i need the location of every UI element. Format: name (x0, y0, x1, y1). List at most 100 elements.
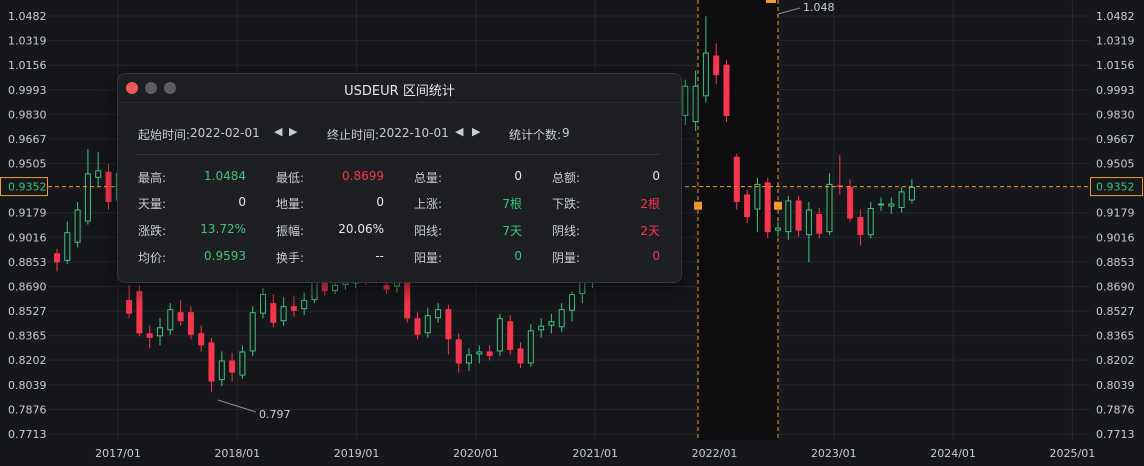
y-tick-label-right: 0.7713 (1096, 428, 1135, 441)
y-tick-label-right: 1.0156 (1096, 59, 1135, 72)
high-annotation-leader (777, 7, 801, 15)
end-next-icon[interactable]: ▶ (472, 125, 483, 138)
y-tick-label-left: 1.0319 (8, 35, 47, 48)
range-start-handle (694, 201, 702, 210)
candle-body (898, 191, 905, 209)
candle-body (105, 171, 112, 202)
stat-label: 换手: (276, 251, 305, 265)
y-tick-label-right: 0.8365 (1096, 330, 1135, 343)
candle-body (146, 333, 153, 338)
x-tick-label: 2024/01 (930, 447, 976, 460)
candle-body (74, 209, 81, 243)
panel-titlebar[interactable]: USDEUR 区间统计 (118, 74, 681, 103)
x-tick-label: 2022/01 (692, 447, 738, 460)
y-tick-label-right: 0.9667 (1096, 133, 1135, 146)
current-price-tag-right (1090, 177, 1143, 197)
y-tick-label-left: 0.9179 (8, 207, 47, 220)
stat-label: 下跌: (552, 197, 581, 211)
candle-body (239, 351, 246, 376)
candle-body (888, 203, 895, 207)
stat-value: 2天 (640, 224, 660, 238)
candle-body (754, 183, 761, 210)
stat-value: 7根 (502, 197, 522, 211)
x-tick-label: 2018/01 (214, 447, 260, 460)
y-tick-label-left: 0.8202 (8, 354, 47, 367)
minimize-button[interactable] (145, 82, 157, 94)
range-selection[interactable] (694, 0, 782, 440)
stat-label: 阴线: (552, 224, 581, 238)
range-end-handle (774, 201, 782, 210)
y-tick-label-left: 1.0156 (8, 59, 47, 72)
y-tick-label-right: 0.9993 (1096, 84, 1135, 97)
candle-body (54, 253, 60, 263)
y-tick-label-right: 0.9016 (1096, 231, 1135, 244)
stat-value: 0 (376, 195, 384, 209)
candle-body (744, 194, 751, 218)
stat-value: 0 (514, 169, 522, 183)
candle-body (878, 203, 884, 206)
current-price-tag-left (0, 177, 48, 197)
candle-body (775, 227, 781, 231)
candle-body (198, 333, 205, 346)
candle-body (167, 309, 174, 331)
candle-body (157, 327, 163, 337)
x-tick-label: 2020/01 (453, 447, 499, 460)
candle-body (733, 156, 740, 202)
y-tick-label-right: 0.8853 (1096, 256, 1135, 269)
candle-body (538, 325, 545, 331)
y-tick-label-left: 0.8690 (8, 281, 47, 294)
stat-value: 0 (652, 249, 660, 263)
y-tick-label-right: 0.7876 (1096, 403, 1135, 416)
start-prev-icon[interactable]: ◀ (274, 125, 285, 138)
y-tick-label-left: 0.7876 (8, 403, 47, 416)
current-price-label-right: 0.9352 (1096, 181, 1135, 194)
candle-body (445, 309, 452, 340)
x-tick-label: 2017/01 (95, 447, 141, 460)
candle-body (187, 312, 194, 335)
stat-label: 振幅: (276, 224, 305, 238)
candle-body (393, 281, 400, 287)
candle-body (826, 183, 833, 233)
candle-body (764, 182, 771, 233)
stat-value: 0 (238, 195, 246, 209)
start-time-value: 2022-02-01 (190, 126, 260, 140)
zoom-button[interactable] (164, 82, 176, 94)
x-tick-label: 2025/01 (1050, 447, 1096, 460)
panel-title: USDEUR 区间统计 (344, 84, 455, 99)
y-tick-label-right: 1.0319 (1096, 35, 1135, 48)
range-stats-panel: USDEUR 区间统计 起始时间: 2022-02-01 ◀ ▶ 终止时间: 2… (117, 73, 682, 283)
close-button[interactable] (126, 82, 138, 94)
candle-body (847, 186, 854, 219)
y-tick-label-left: 0.8039 (8, 379, 47, 392)
stat-label: 阳线: (414, 224, 443, 238)
candle-body (795, 200, 802, 231)
candle-body (692, 85, 699, 122)
start-next-icon[interactable]: ▶ (289, 125, 300, 138)
end-time-value: 2022-10-01 (379, 126, 449, 140)
stat-label: 均价: (138, 251, 167, 265)
candle-body (857, 217, 864, 236)
candle-body (126, 300, 133, 314)
candle-body (301, 300, 308, 310)
candle-body (455, 339, 462, 364)
stat-label: 最高: (138, 171, 167, 185)
candle-body (558, 309, 565, 328)
candle-body (569, 294, 575, 311)
stat-value: 0.9593 (204, 249, 246, 263)
y-tick-label-right: 0.9179 (1096, 207, 1135, 220)
y-tick-label-right: 0.8690 (1096, 281, 1135, 294)
stat-label: 阴量: (552, 251, 581, 265)
y-tick-label-left: 1.0482 (8, 10, 47, 23)
candle-body (177, 312, 184, 322)
y-tick-label-right: 0.8202 (1096, 354, 1135, 367)
candle-body (95, 170, 102, 178)
x-tick-label: 2021/01 (572, 447, 618, 460)
stat-label: 最低: (276, 171, 305, 185)
end-prev-icon[interactable]: ◀ (455, 125, 466, 138)
candle-body (270, 303, 277, 323)
y-tick-label-left: 0.8853 (8, 256, 47, 269)
start-time-label: 起始时间: (138, 128, 191, 142)
candle-body (383, 285, 390, 290)
candle-body (486, 351, 493, 356)
y-tick-label-left: 0.9993 (8, 84, 47, 97)
